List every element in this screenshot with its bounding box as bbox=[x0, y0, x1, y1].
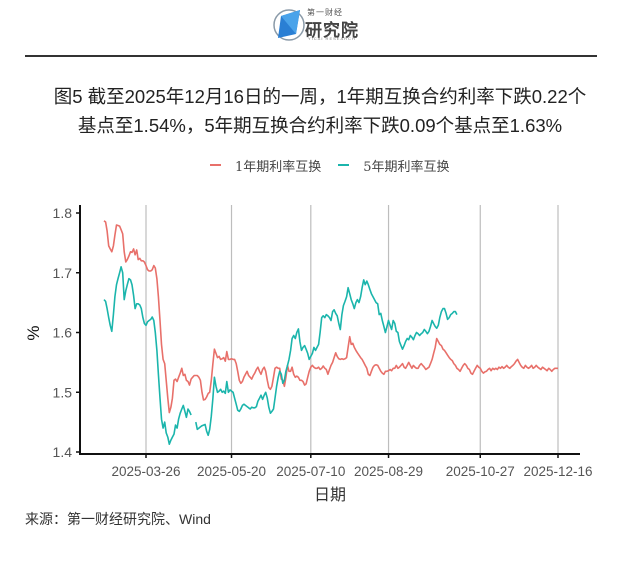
x-tick-label: 2025-08-29 bbox=[354, 464, 423, 479]
figure-title-line2: 基点至1.54%，5年期互换合约利率下跌0.09个基点至1.63% bbox=[77, 115, 563, 136]
y-axis-title: % bbox=[24, 325, 43, 340]
x-tick-label: 2025-07-10 bbox=[276, 464, 345, 479]
figure-title-line1: 图5 截至2025年12月16日的一周，1年期互换合约利率下跌0.22个 bbox=[53, 86, 587, 107]
legend-item-5y: 5年期利率互换 bbox=[338, 156, 450, 175]
line-chart: 1.4 1.5 1.6 1.7 1.8 2025-03-26 2025-05-20 2025-… bbox=[24, 205, 593, 504]
logo-emblem-icon bbox=[273, 9, 305, 41]
x-tick-label: 2025-05-20 bbox=[197, 464, 266, 479]
legend-swatch-1y bbox=[210, 164, 221, 166]
y-tick-label: 1.6 bbox=[53, 325, 73, 341]
chart-legend: 1年期利率互换 5年期利率互换 bbox=[210, 156, 467, 175]
logo-main-text: 研究院 bbox=[305, 21, 359, 40]
legend-item-1y: 1年期利率互换 bbox=[210, 156, 321, 175]
source-note: 来源：第一财经研究院、Wind bbox=[25, 511, 211, 527]
series-1y-line bbox=[103, 220, 558, 414]
y-tick-label: 1.5 bbox=[53, 384, 73, 400]
x-tick-label: 2025-10-27 bbox=[446, 464, 515, 479]
yicai-research-logo: 第一财经 研究院 YICAI RESEARCH bbox=[272, 6, 372, 44]
figure-title: 图5 截至2025年12月16日的一周，1年期互换合约利率下跌0.22个 基点至… bbox=[0, 82, 640, 140]
chart-axes: 1.4 1.5 1.6 1.7 1.8 2025-03-26 2025-05-20 2025-… bbox=[24, 205, 593, 504]
x-tick-label: 2025-03-26 bbox=[111, 464, 180, 479]
series-5y-line bbox=[103, 266, 192, 445]
x-tick-label: 2025-12-16 bbox=[523, 464, 592, 479]
chart-gridlines bbox=[145, 205, 559, 454]
legend-label-1y: 1年期利率互换 bbox=[235, 159, 322, 175]
legend-swatch-5y bbox=[338, 164, 350, 166]
x-axis-title: 日期 bbox=[314, 486, 346, 504]
y-tick-label: 1.4 bbox=[53, 444, 73, 460]
header-divider bbox=[25, 55, 597, 57]
chart-series bbox=[103, 220, 558, 445]
logo-sub-text: YICAI RESEARCH bbox=[308, 36, 356, 41]
logo-top-text: 第一财经 bbox=[307, 8, 343, 17]
y-tick-label: 1.7 bbox=[53, 265, 73, 281]
y-tick-label: 1.8 bbox=[53, 205, 73, 221]
series-5y-line bbox=[195, 279, 458, 437]
legend-label-5y: 5年期利率互换 bbox=[363, 159, 450, 175]
